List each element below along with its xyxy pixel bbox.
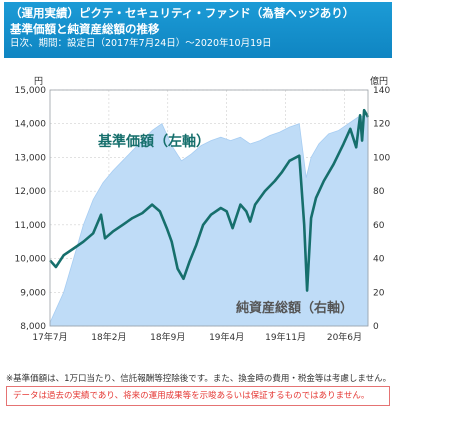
plot-frame bbox=[49, 89, 369, 327]
right-tick-label: 120 bbox=[373, 120, 390, 130]
x-tick-label: 19年4月 bbox=[209, 331, 244, 343]
chart-header: （運用実績）ピクテ・セキュリティ・ファンド（為替ヘッジあり） 基準価額と純資産総… bbox=[4, 2, 392, 58]
left-tick-label: 11,000 bbox=[15, 221, 47, 231]
performance-chart: 8,000 9,000 10,000 11,000 12,000 13,000 14,000… bbox=[15, 75, 391, 343]
header-title: （運用実績）ピクテ・セキュリティ・ファンド（為替ヘッジあり） bbox=[10, 6, 355, 20]
disclaimer-box: データは過去の実績であり、将来の運用成果等を示唆あるいは保証するものではありませ… bbox=[6, 386, 390, 406]
right-tick-label: 100 bbox=[373, 153, 390, 163]
header-period: 日次、期間：設定日（2017年7月24日）～2020年10月19日 bbox=[10, 38, 272, 49]
left-tick-label: 10,000 bbox=[15, 255, 47, 265]
right-tick-label: 40 bbox=[373, 255, 385, 265]
footnote: ※基準価額は、1万口当たり、信託報酬等控除後です。また、換金時の費用・税金等は考… bbox=[6, 374, 392, 384]
right-tick-label: 140 bbox=[373, 86, 390, 96]
aum-series-label: 純資産総額（右軸） bbox=[236, 300, 353, 316]
left-tick-label: 15,000 bbox=[15, 86, 47, 96]
left-tick-label: 8,000 bbox=[20, 322, 46, 332]
left-tick-label: 12,000 bbox=[15, 187, 47, 197]
x-tick-label: 17年7月 bbox=[32, 331, 67, 343]
right-axis-unit: 億円 bbox=[370, 75, 388, 87]
x-axis: 17年7月 18年2月 18年9月 19年4月 19年11月 20年6月 bbox=[32, 331, 362, 343]
x-tick-label: 20年6月 bbox=[327, 331, 362, 343]
right-tick-label: 20 bbox=[373, 288, 385, 298]
aum-area bbox=[49, 114, 369, 327]
right-tick-label: 60 bbox=[373, 221, 385, 231]
x-tick-label: 19年11月 bbox=[265, 331, 306, 343]
left-axis: 8,000 9,000 10,000 11,000 12,000 13,000 14,000… bbox=[15, 86, 47, 332]
nav-line bbox=[49, 108, 370, 292]
right-axis: 0 20 40 60 80 100 120 140 bbox=[373, 86, 390, 332]
left-axis-unit: 円 bbox=[34, 76, 43, 87]
left-tick-label: 9,000 bbox=[20, 288, 46, 298]
right-tick-label: 80 bbox=[373, 187, 385, 197]
x-tick-label: 18年9月 bbox=[150, 331, 185, 343]
nav-series-label: 基準価額（左軸） bbox=[98, 133, 210, 150]
right-tick-label: 0 bbox=[373, 322, 379, 332]
x-tick-label: 18年2月 bbox=[91, 331, 126, 343]
left-tick-label: 14,000 bbox=[15, 120, 47, 130]
header-subtitle: 基準価額と純資産総額の推移 bbox=[10, 22, 160, 36]
left-tick-label: 13,000 bbox=[15, 153, 47, 163]
